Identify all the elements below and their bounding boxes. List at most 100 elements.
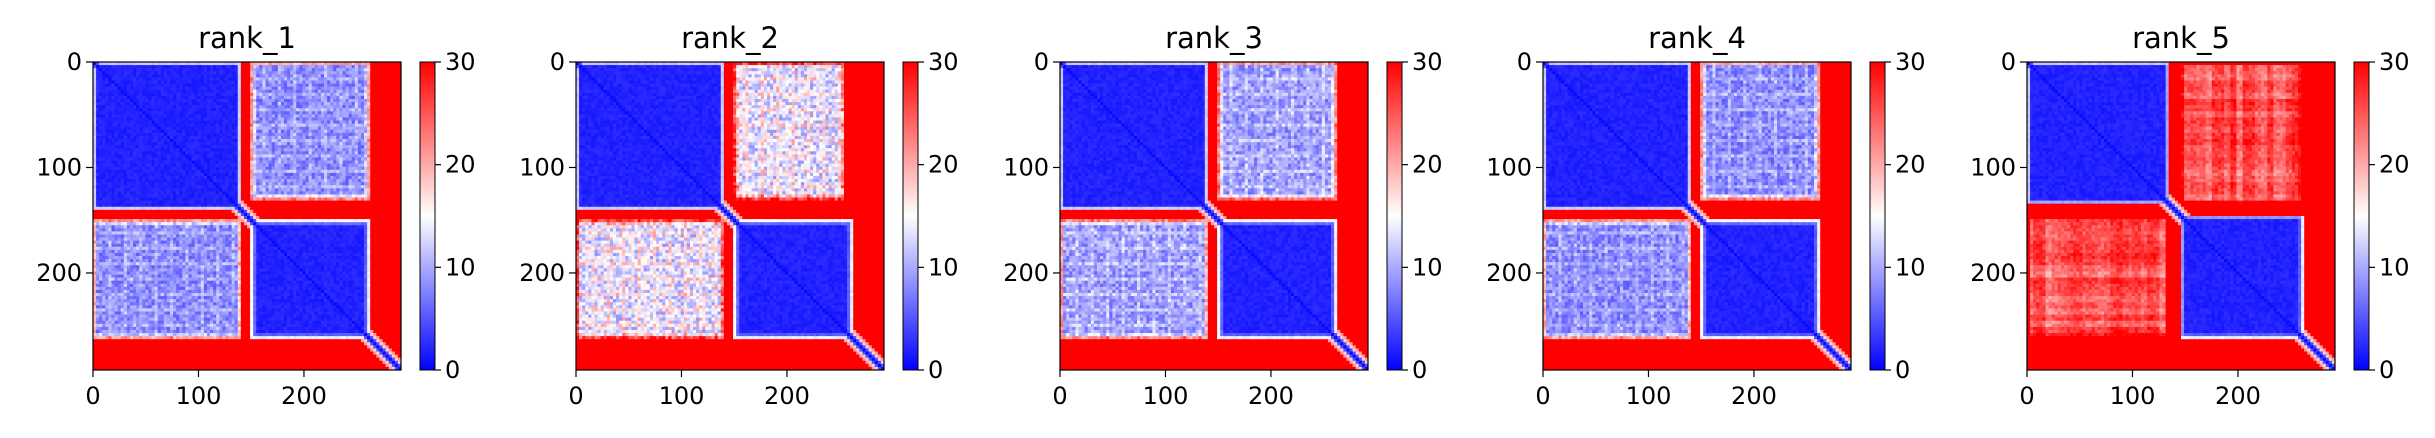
heatmap-cell: [195, 74, 198, 77]
heatmap-cell: [395, 80, 398, 83]
heatmap-cell: [327, 77, 330, 80]
heatmap-cell: [222, 68, 225, 71]
heatmap-cell: [210, 74, 213, 77]
heatmap-cell: [182, 84, 185, 87]
heatmap-cell: [179, 80, 182, 83]
heatmap-cell: [346, 84, 349, 87]
heatmap-cell: [247, 65, 250, 68]
heatmap-cell: [309, 68, 312, 71]
heatmap-cell: [155, 74, 158, 77]
heatmap-cell: [170, 74, 173, 77]
heatmap-cell: [339, 74, 342, 77]
heatmap-cell: [139, 68, 142, 71]
heatmap-cell: [241, 74, 244, 77]
heatmap-cell: [102, 71, 105, 74]
heatmap-cell: [306, 74, 309, 77]
heatmap-cell: [204, 80, 207, 83]
heatmap-cell: [352, 84, 355, 87]
heatmap-cell: [148, 71, 151, 74]
heatmap-cell: [124, 65, 127, 68]
heatmap-cell: [352, 74, 355, 77]
heatmap-cell: [299, 77, 302, 80]
heatmap-cell: [336, 65, 339, 68]
heatmap-cell: [355, 68, 358, 71]
heatmap-cell: [124, 68, 127, 71]
heatmap-cell: [389, 68, 392, 71]
heatmap-cell: [324, 71, 327, 74]
heatmap-cell: [124, 84, 127, 87]
heatmap-cell: [222, 71, 225, 74]
heatmap-cell: [361, 68, 364, 71]
heatmap-cell: [179, 68, 182, 71]
heatmap-cell: [361, 71, 364, 74]
heatmap-cell: [284, 77, 287, 80]
heatmap-cell: [102, 65, 105, 68]
heatmap-cell: [281, 68, 284, 71]
heatmap-cell: [148, 77, 151, 80]
heatmap-cell: [105, 77, 108, 80]
heatmap-cell: [198, 80, 201, 83]
heatmap-cell: [219, 65, 222, 68]
heatmap-cell: [256, 65, 259, 68]
heatmap-cell: [367, 77, 370, 80]
heatmap-cell: [296, 74, 299, 77]
heatmap-cell: [333, 77, 336, 80]
heatmap-cell: [232, 71, 235, 74]
heatmap-cell: [185, 80, 188, 83]
heatmap-cell: [392, 71, 395, 74]
heatmap-cell: [364, 68, 367, 71]
heatmap-cell: [253, 80, 256, 83]
heatmap-cell: [105, 65, 108, 68]
heatmap-cell: [247, 84, 250, 87]
heatmap-cell: [185, 71, 188, 74]
heatmap-cell: [201, 71, 204, 74]
heatmap-cell: [188, 80, 191, 83]
heatmap-cell: [136, 77, 139, 80]
heatmap-cell: [389, 77, 392, 80]
heatmap-cell: [312, 74, 315, 77]
heatmap-cell: [198, 68, 201, 71]
heatmap-cell: [389, 80, 392, 83]
heatmap-cell: [222, 80, 225, 83]
heatmap-cell: [349, 71, 352, 74]
heatmap-cell: [306, 84, 309, 87]
heatmap-cell: [272, 74, 275, 77]
heatmap-cell: [142, 65, 145, 68]
heatmap-cell: [185, 84, 188, 87]
heatmap-cell: [330, 84, 333, 87]
heatmap-cell: [222, 65, 225, 68]
heatmap-cell: [259, 77, 262, 80]
heatmap-cell: [142, 84, 145, 87]
heatmap-cell: [259, 65, 262, 68]
heatmap-cell: [127, 68, 130, 71]
heatmap-cell: [309, 84, 312, 87]
heatmap-cell: [155, 68, 158, 71]
heatmap-cell: [142, 71, 145, 74]
heatmap-cell: [262, 71, 265, 74]
heatmap-cell: [333, 84, 336, 87]
heatmap-cell: [349, 80, 352, 83]
heatmap-cell: [339, 80, 342, 83]
heatmap-cell: [253, 65, 256, 68]
heatmap-cell: [241, 80, 244, 83]
heatmap-cell: [142, 77, 145, 80]
heatmap-cell: [386, 74, 389, 77]
heatmap-cell: [287, 65, 290, 68]
heatmap-cell: [355, 65, 358, 68]
heatmap-cell: [170, 65, 173, 68]
heatmap-cell: [386, 65, 389, 68]
heatmap-cell: [376, 71, 379, 74]
heatmap-cell: [327, 71, 330, 74]
heatmap-cell: [244, 84, 247, 87]
heatmap-cell: [232, 80, 235, 83]
heatmap-cell: [216, 80, 219, 83]
heatmap-cell: [108, 84, 111, 87]
heatmap-cell: [302, 80, 305, 83]
heatmap-cell: [170, 84, 173, 87]
heatmap-cell: [229, 84, 232, 87]
heatmap-cell: [102, 74, 105, 77]
heatmap-cell: [130, 65, 133, 68]
heatmap-cell: [275, 68, 278, 71]
heatmap-cell: [148, 84, 151, 87]
heatmap-cell: [96, 68, 99, 71]
